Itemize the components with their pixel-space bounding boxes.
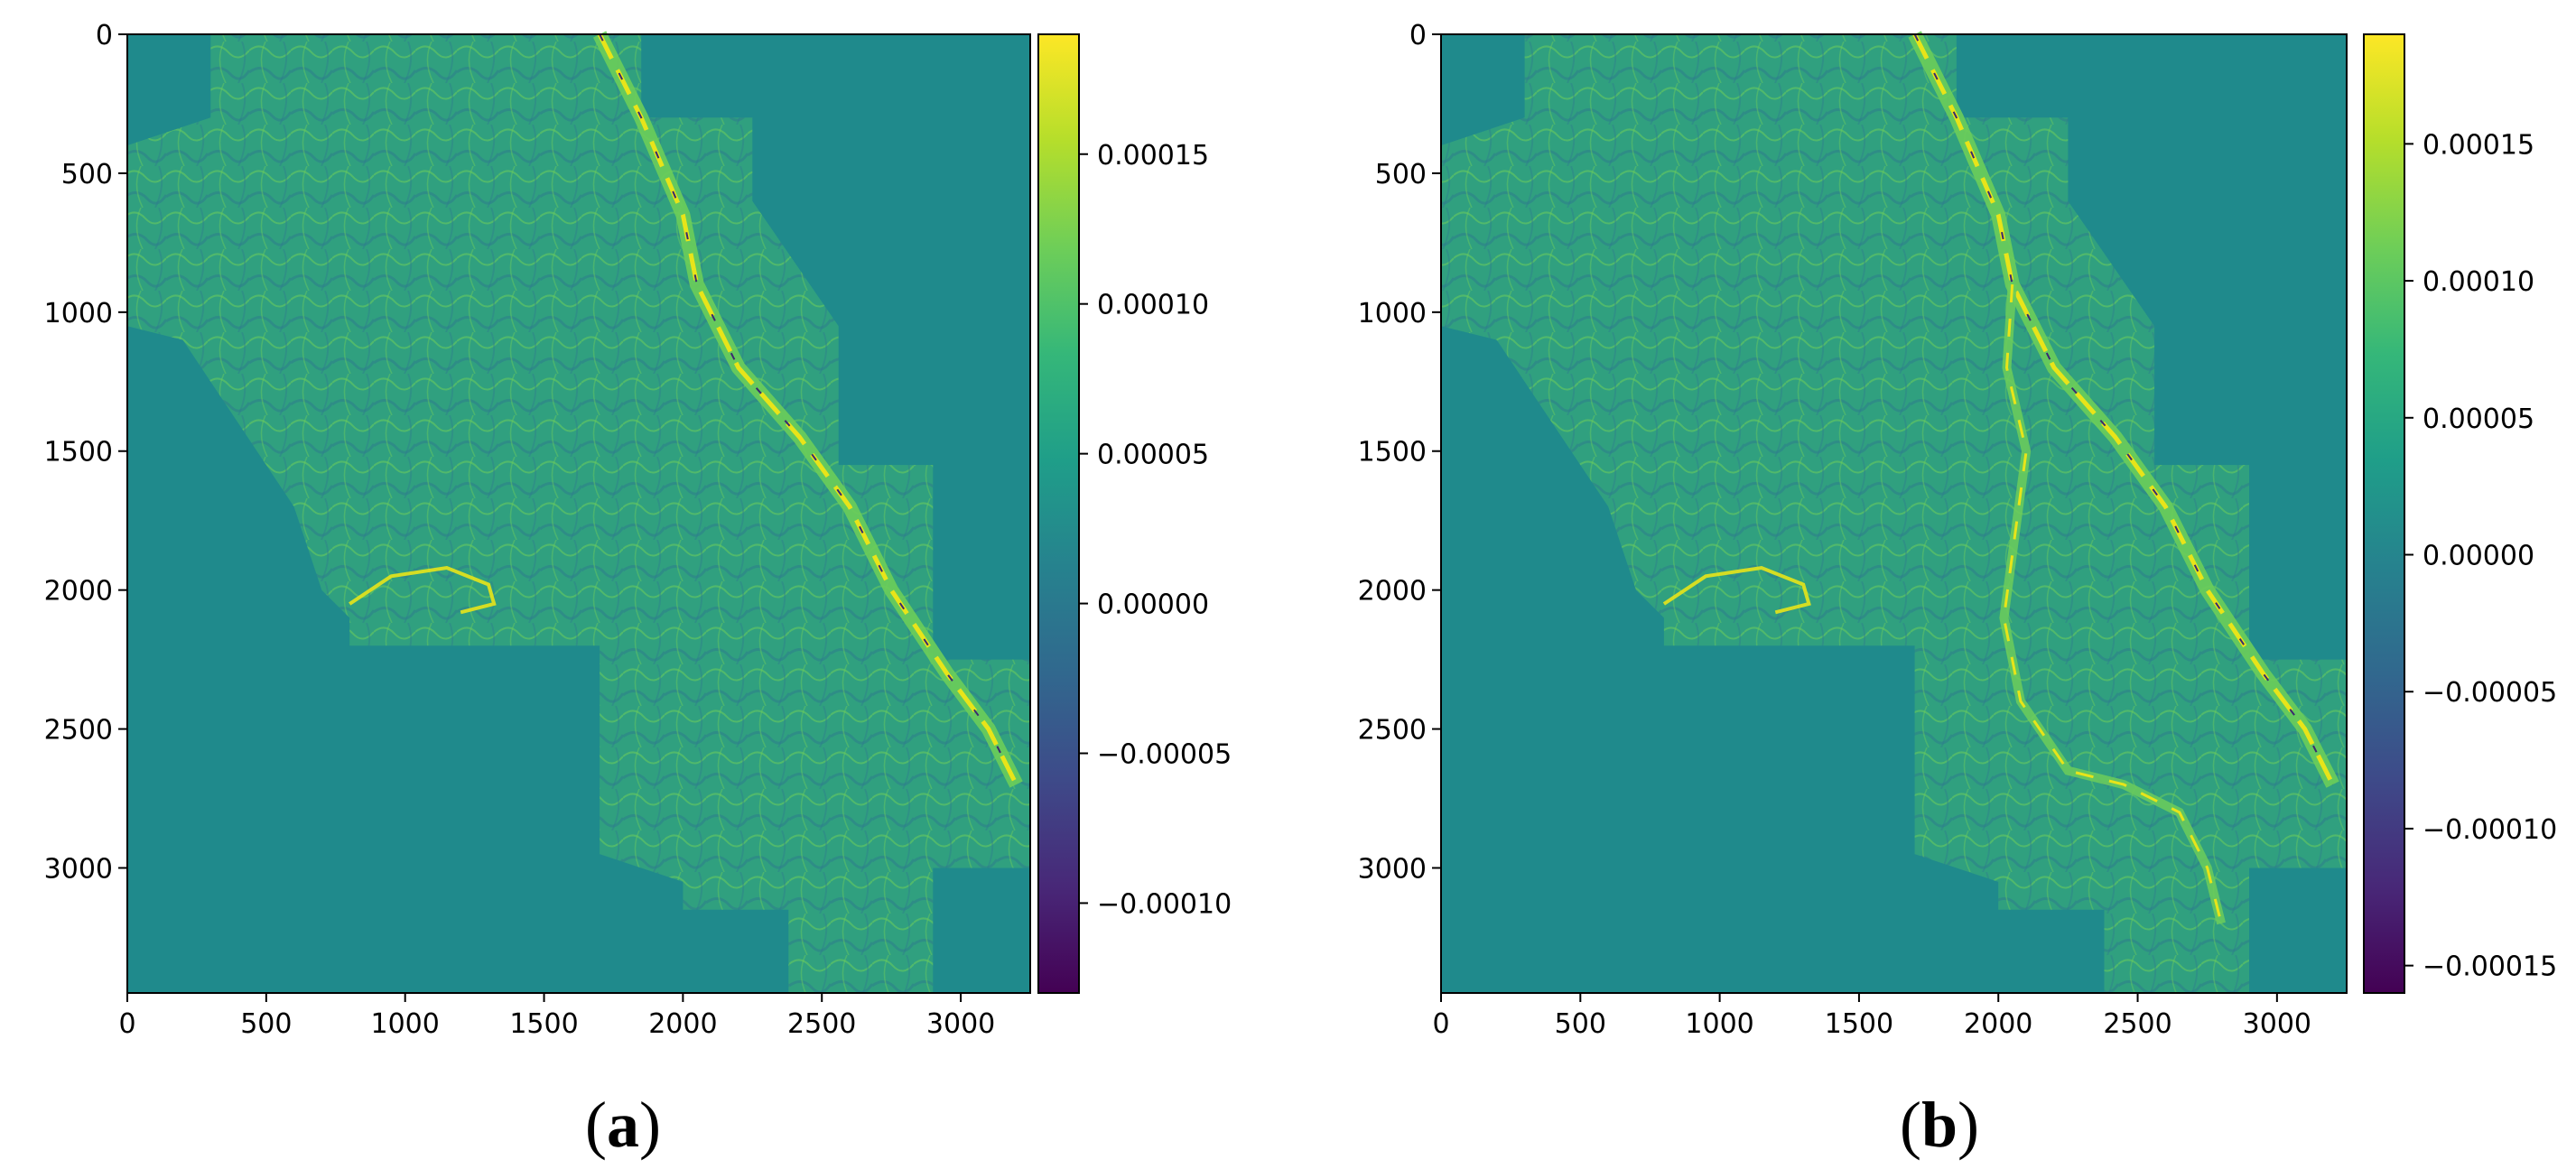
panel-a-colorbar-ticks: 0.00015 0.00010 0.00005 0.00000 −0.00005 −0.0… (1079, 140, 1232, 920)
colorbar-tick-label: 0.00005 (1097, 440, 1209, 471)
colorbar-tick-label: 0.00005 (2423, 404, 2534, 435)
panel-a: 0 500 1000 1500 2000 2500 3000 0 500 1000 1500 200… (44, 20, 1232, 1161)
y-tick-label: 3000 (44, 853, 113, 885)
y-tick-label: 500 (1375, 159, 1427, 190)
panel-a-colorbar (1038, 34, 1079, 993)
x-tick-label: 3000 (926, 1008, 995, 1040)
colorbar-tick-label: 0.00000 (1097, 589, 1209, 621)
fault-ridge (1912, 32, 2335, 786)
panel-a-label: (a) (585, 1089, 661, 1161)
fault-ridge (597, 32, 1018, 786)
y-tick-label: 2500 (44, 715, 113, 747)
y-tick-label: 2000 (1358, 576, 1427, 608)
y-tick-label: 0 (1409, 20, 1427, 51)
y-tick-label: 0 (96, 20, 113, 51)
x-tick-label: 1500 (509, 1008, 578, 1040)
colorbar-tick-label: −0.00010 (1097, 888, 1232, 920)
y-tick-label: 1500 (1358, 437, 1427, 469)
colorbar-tick-label: 0.00015 (1097, 140, 1209, 172)
panel-b-label: (b) (1900, 1089, 1979, 1161)
colorbar-tick-label: 0.00000 (2423, 541, 2534, 572)
panel-b-heatmap (1441, 31, 2347, 993)
colorbar-tick-label: 0.00010 (1097, 290, 1209, 321)
panel-a-label-letter: a (607, 1089, 639, 1161)
swirl-feature (1662, 565, 1811, 615)
data-region (127, 34, 1030, 993)
x-tick-label: 3000 (2243, 1008, 2311, 1040)
panel-b: 0 500 1000 1500 2000 2500 3000 0 500 1000 1500 200… (1358, 20, 2558, 1161)
secondary-ridge (2002, 283, 2223, 924)
x-tick-label: 0 (118, 1008, 135, 1040)
colorbar-tick-label: −0.00015 (2423, 951, 2557, 983)
y-tick-label: 2500 (1358, 715, 1427, 747)
x-tick-label: 1000 (371, 1008, 440, 1040)
panel-b-colorbar-ticks: 0.00015 0.00010 0.00005 0.00000 −0.00005 −0.0… (2404, 129, 2557, 983)
panel-b-colorbar-frame (2363, 33, 2405, 994)
panel-b-label-letter: b (1921, 1089, 1958, 1161)
panel-a-y-axis: 0 500 1000 1500 2000 2500 3000 (44, 20, 127, 885)
panel-a-colorbar-frame (1037, 33, 1080, 994)
data-region (1441, 34, 2347, 993)
colorbar-tick-label: −0.00005 (2423, 677, 2557, 709)
y-tick-label: 500 (61, 159, 113, 190)
colorbar-tick-label: 0.00010 (2423, 266, 2534, 298)
colorbar-tick-label: −0.00010 (2423, 814, 2557, 846)
panel-b-x-axis: 0 500 1000 1500 2000 2500 3000 (1432, 993, 2311, 1040)
x-tick-label: 2000 (1964, 1008, 2032, 1040)
panel-a-heatmap (127, 31, 1030, 993)
swirl-feature (349, 565, 497, 615)
x-tick-label: 500 (1555, 1008, 1606, 1040)
colorbar-tick-label: −0.00005 (1097, 739, 1232, 771)
panel-a-plot-frame (126, 33, 1031, 994)
y-tick-label: 1500 (44, 437, 113, 469)
y-tick-label: 3000 (1358, 853, 1427, 885)
x-tick-label: 2000 (648, 1008, 717, 1040)
panel-b-y-axis: 0 500 1000 1500 2000 2500 3000 (1358, 20, 1441, 885)
y-tick-label: 2000 (44, 576, 113, 608)
colorbar-tick-label: 0.00015 (2423, 129, 2534, 161)
panel-a-x-axis: 0 500 1000 1500 2000 2500 3000 (118, 993, 995, 1040)
x-tick-label: 1500 (1825, 1008, 1893, 1040)
panel-b-plot-frame (1440, 33, 2348, 994)
y-tick-label: 1000 (44, 298, 113, 329)
y-tick-label: 1000 (1358, 298, 1427, 329)
x-tick-label: 0 (1432, 1008, 1449, 1040)
x-tick-label: 2500 (787, 1008, 856, 1040)
panel-b-colorbar (2364, 34, 2404, 993)
x-tick-label: 2500 (2103, 1008, 2171, 1040)
x-tick-label: 1000 (1685, 1008, 1753, 1040)
x-tick-label: 500 (240, 1008, 292, 1040)
